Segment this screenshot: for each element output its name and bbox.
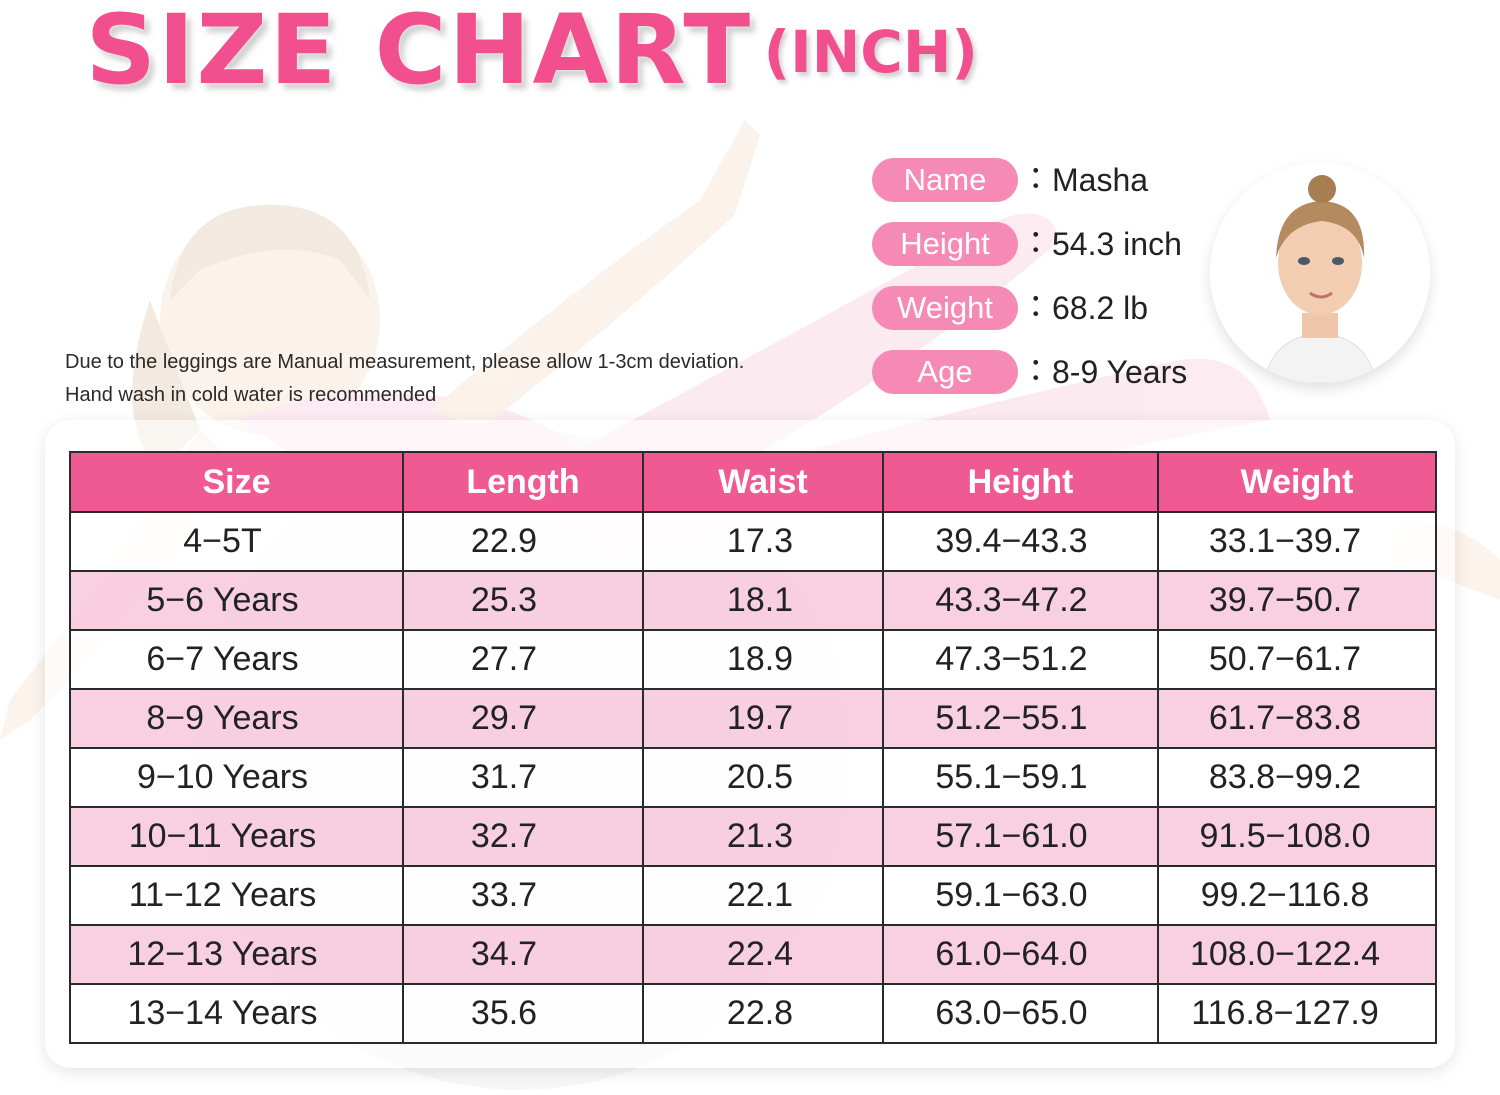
- name-value: Masha: [1052, 162, 1149, 198]
- cell-length: 33.7: [402, 865, 644, 926]
- cell-waist: 17.3: [642, 511, 884, 572]
- cell-weight: 99.2−116.8: [1157, 865, 1437, 926]
- cell-height: 57.1−61.0: [882, 806, 1159, 867]
- cell-weight: 61.7−83.8: [1157, 688, 1437, 749]
- cell-waist: 18.1: [642, 570, 884, 631]
- table-row: 8−9 Years 29.7 19.7 51.2−55.1 61.7−83.8: [69, 688, 1437, 749]
- cell-length: 35.6: [402, 983, 644, 1044]
- note-deviation: Due to the leggings are Manual measureme…: [65, 351, 745, 373]
- model-portrait-icon: [1210, 163, 1430, 383]
- cell-weight: 33.1−39.7: [1157, 511, 1437, 572]
- cell-height: 55.1−59.1: [882, 747, 1159, 808]
- cell-size: 4−5T: [69, 511, 404, 572]
- cell-height: 39.4−43.3: [882, 511, 1159, 572]
- cell-size: 8−9 Years: [69, 688, 404, 749]
- cell-length: 31.7: [402, 747, 644, 808]
- size-chart-title: SIZE CHART (INCH): [85, 0, 978, 110]
- care-notes: Due to the leggings are Manual measureme…: [65, 346, 744, 412]
- cell-size: 10−11 Years: [69, 806, 404, 867]
- cell-waist: 22.8: [642, 983, 884, 1044]
- height-value: 54.3 inch: [1052, 226, 1182, 262]
- table-row: 11−12 Years 33.7 22.1 59.1−63.0 99.2−116…: [69, 865, 1437, 926]
- cell-weight: 116.8−127.9: [1157, 983, 1437, 1044]
- cell-height: 61.0−64.0: [882, 924, 1159, 985]
- cell-weight: 108.0−122.4: [1157, 924, 1437, 985]
- table-row: 10−11 Years 32.7 21.3 57.1−61.0 91.5−108…: [69, 806, 1437, 867]
- note-washing: Hand wash in cold water is recommended: [65, 384, 437, 406]
- title-unit: (INCH): [763, 18, 978, 86]
- cell-length: 32.7: [402, 806, 644, 867]
- header-height: Height: [882, 451, 1159, 513]
- cell-height: 59.1−63.0: [882, 865, 1159, 926]
- table-row: 6−7 Years 27.7 18.9 47.3−51.2 50.7−61.7: [69, 629, 1437, 690]
- age-value: 8-9 Years: [1052, 354, 1188, 390]
- cell-height: 63.0−65.0: [882, 983, 1159, 1044]
- header-length: Length: [402, 451, 644, 513]
- cell-size: 9−10 Years: [69, 747, 404, 808]
- header-waist: Waist: [642, 451, 884, 513]
- table-header-row: Size Length Waist Height Weight: [69, 451, 1437, 513]
- height-colon: ：: [1028, 224, 1059, 259]
- cell-weight: 91.5−108.0: [1157, 806, 1437, 867]
- cell-size: 12−13 Years: [69, 924, 404, 985]
- age-label-pill: Age: [872, 350, 1018, 394]
- table-row: 12−13 Years 34.7 22.4 61.0−64.0 108.0−12…: [69, 924, 1437, 985]
- age-colon: ：: [1028, 352, 1059, 387]
- cell-waist: 22.1: [642, 865, 884, 926]
- title-main: SIZE CHART: [85, 0, 753, 106]
- cell-waist: 19.7: [642, 688, 884, 749]
- cell-waist: 22.4: [642, 924, 884, 985]
- table-row: 13−14 Years 35.6 22.8 63.0−65.0 116.8−12…: [69, 983, 1437, 1044]
- cell-size: 13−14 Years: [69, 983, 404, 1044]
- cell-length: 34.7: [402, 924, 644, 985]
- cell-waist: 18.9: [642, 629, 884, 690]
- size-table: Size Length Waist Height Weight 4−5T 22.…: [69, 451, 1437, 1044]
- header-weight: Weight: [1157, 451, 1437, 513]
- table-row: 4−5T 22.9 17.3 39.4−43.3 33.1−39.7: [69, 511, 1437, 572]
- table-row: 9−10 Years 31.7 20.5 55.1−59.1 83.8−99.2: [69, 747, 1437, 808]
- cell-length: 22.9: [402, 511, 644, 572]
- cell-height: 51.2−55.1: [882, 688, 1159, 749]
- cell-length: 25.3: [402, 570, 644, 631]
- cell-waist: 21.3: [642, 806, 884, 867]
- cell-size: 6−7 Years: [69, 629, 404, 690]
- weight-label-pill: Weight: [872, 286, 1018, 330]
- header-size: Size: [69, 451, 404, 513]
- cell-length: 27.7: [402, 629, 644, 690]
- cell-weight: 83.8−99.2: [1157, 747, 1437, 808]
- name-label-pill: Name: [872, 158, 1018, 202]
- cell-weight: 50.7−61.7: [1157, 629, 1437, 690]
- model-avatar: [1210, 163, 1430, 383]
- cell-height: 47.3−51.2: [882, 629, 1159, 690]
- cell-length: 29.7: [402, 688, 644, 749]
- height-label-pill: Height: [872, 222, 1018, 266]
- cell-height: 43.3−47.2: [882, 570, 1159, 631]
- weight-colon: ：: [1028, 288, 1059, 323]
- cell-weight: 39.7−50.7: [1157, 570, 1437, 631]
- weight-value: 68.2 lb: [1052, 290, 1149, 326]
- table-row: 5−6 Years 25.3 18.1 43.3−47.2 39.7−50.7: [69, 570, 1437, 631]
- name-colon: ：: [1028, 160, 1059, 195]
- cell-size: 11−12 Years: [69, 865, 404, 926]
- cell-waist: 20.5: [642, 747, 884, 808]
- cell-size: 5−6 Years: [69, 570, 404, 631]
